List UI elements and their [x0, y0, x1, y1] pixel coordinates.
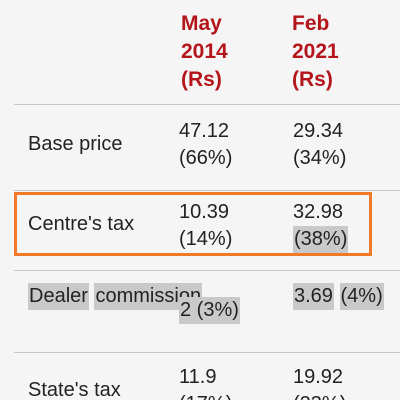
column-header-feb-unit: (Rs) — [292, 68, 333, 91]
table-row-centres-tax: Centre's tax 10.39 (14%) 32.98 (38%) — [14, 190, 400, 271]
table-row-states-tax: State's tax 11.9 (17%) 19.92 (23%) — [14, 352, 400, 400]
column-header-may-year: 2014 — [181, 40, 228, 63]
column-header-may-month: May — [181, 12, 222, 35]
row-label-centres-tax: Centre's tax — [28, 213, 135, 235]
column-header-feb-month: Feb — [292, 12, 330, 35]
table-row-base-price: Base price 47.12 (66%) 29.34 (34%) — [14, 104, 400, 191]
row-label-dealer-commission[interactable]: Dealer commission — [28, 283, 203, 310]
cell-dealer-commission-may[interactable]: 2 (3%) — [179, 297, 240, 324]
highlight-callout-box — [14, 192, 372, 256]
cell-states-tax-may: 11.9 (17%) — [179, 366, 232, 400]
cell-centres-tax-feb: 32.98 (38%) — [293, 199, 349, 253]
row-label-states-tax: State's tax — [28, 379, 121, 400]
column-header-may-unit: (Rs) — [181, 68, 222, 91]
cell-centres-tax-may: 10.39 (14%) — [179, 201, 233, 250]
cell-dealer-commission-feb[interactable]: 3.69 (4%) — [293, 283, 384, 310]
cell-base-price-feb: 29.34 (34%) — [293, 120, 347, 169]
table-row-dealer-commission: Dealer commission 2 (3%) 3.69 (4%) — [14, 270, 400, 353]
column-header-may-2014: May 2014 (Rs) — [181, 10, 228, 94]
cell-states-tax-feb: 19.92 (23%) — [293, 366, 346, 400]
cell-base-price-may: 47.12 (66%) — [179, 120, 233, 169]
column-header-feb-year: 2021 — [292, 40, 339, 63]
selected-text-centres-tax-feb-pct[interactable]: (38%) — [293, 226, 349, 253]
column-header-feb-2021: Feb 2021 (Rs) — [292, 10, 339, 94]
row-label-base-price: Base price — [28, 133, 123, 155]
